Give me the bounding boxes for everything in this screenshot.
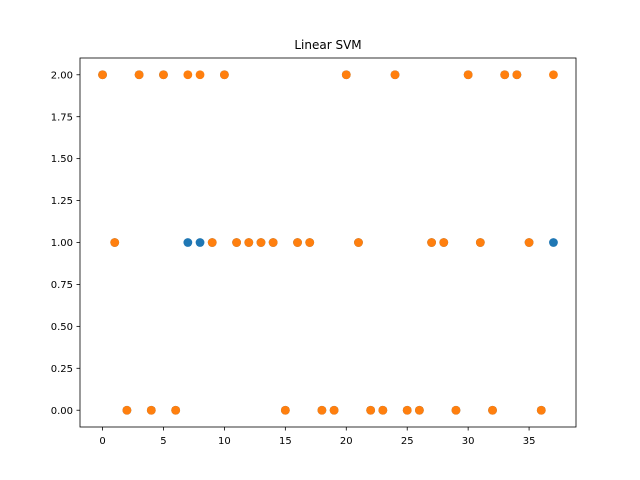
series-2-point (317, 405, 327, 415)
series-2-point (341, 70, 351, 80)
series-2-point (195, 70, 205, 80)
series-2-point (329, 405, 339, 415)
series-2-point (500, 70, 510, 80)
series-2-point (488, 405, 497, 415)
series-2-point (256, 238, 266, 247)
axes: 0 5 10 15 20 25 30 35 0.00 0.25 0.50 0.75 1.00 1.25 1.… (51, 57, 577, 447)
series-2-point (402, 405, 412, 415)
series-2-point (354, 238, 363, 247)
series-2-point (549, 70, 558, 80)
x-tick-label: 30 (462, 436, 475, 447)
series-2-point (280, 405, 290, 415)
series-2-point (512, 70, 522, 80)
series-1-point (195, 238, 205, 247)
x-tick-label: 20 (340, 436, 353, 447)
y-tick-label: 0.25 (51, 364, 73, 375)
y-tick-label: 1.50 (51, 154, 73, 165)
series-2-point (244, 238, 254, 247)
y-tick-label: 1.00 (51, 238, 73, 249)
x-tick-label: 10 (218, 436, 231, 447)
series-2-point (293, 238, 302, 247)
series-2-point (134, 70, 144, 80)
series-2-point (183, 70, 193, 80)
series-2-point (463, 70, 473, 80)
data-points (98, 70, 558, 415)
series-2-point (146, 405, 156, 415)
series-2-point (366, 405, 376, 415)
series-2-point (451, 405, 461, 415)
series-2-point (427, 238, 436, 247)
y-tick-label: 2.00 (51, 70, 73, 81)
series-2-point (390, 70, 400, 80)
series-1-point (183, 238, 193, 247)
series-2-point (524, 238, 534, 247)
x-tick-label: 35 (523, 436, 536, 447)
series-2-point (439, 238, 449, 247)
series-2-point (98, 70, 107, 80)
series-2-point (415, 405, 424, 415)
series-2-point (159, 70, 168, 80)
y-tick-label: 1.25 (51, 196, 73, 207)
series-2-point (232, 238, 242, 247)
series-1-point (549, 238, 558, 247)
y-tick-label: 1.75 (51, 112, 73, 123)
series-2-point (268, 238, 278, 247)
series-2-point (378, 405, 388, 415)
series-2-point (475, 238, 485, 247)
series-2-point (171, 405, 181, 415)
chart-title: Linear SVM (294, 38, 361, 52)
x-tick-label: 0 (99, 436, 105, 447)
series-2-point (110, 238, 120, 247)
x-tick-label: 5 (160, 436, 166, 447)
series-2-point (207, 238, 217, 247)
x-tick-label: 25 (401, 436, 414, 447)
series-2-point (220, 70, 229, 80)
y-tick-label: 0.50 (51, 322, 73, 333)
x-tick-label: 15 (279, 436, 292, 447)
y-tick-label: 0.75 (51, 280, 73, 291)
series-2-point (122, 405, 132, 415)
y-tick-label: 0.00 (51, 406, 73, 417)
series-2-point (305, 238, 315, 247)
series-2-point (536, 405, 546, 415)
